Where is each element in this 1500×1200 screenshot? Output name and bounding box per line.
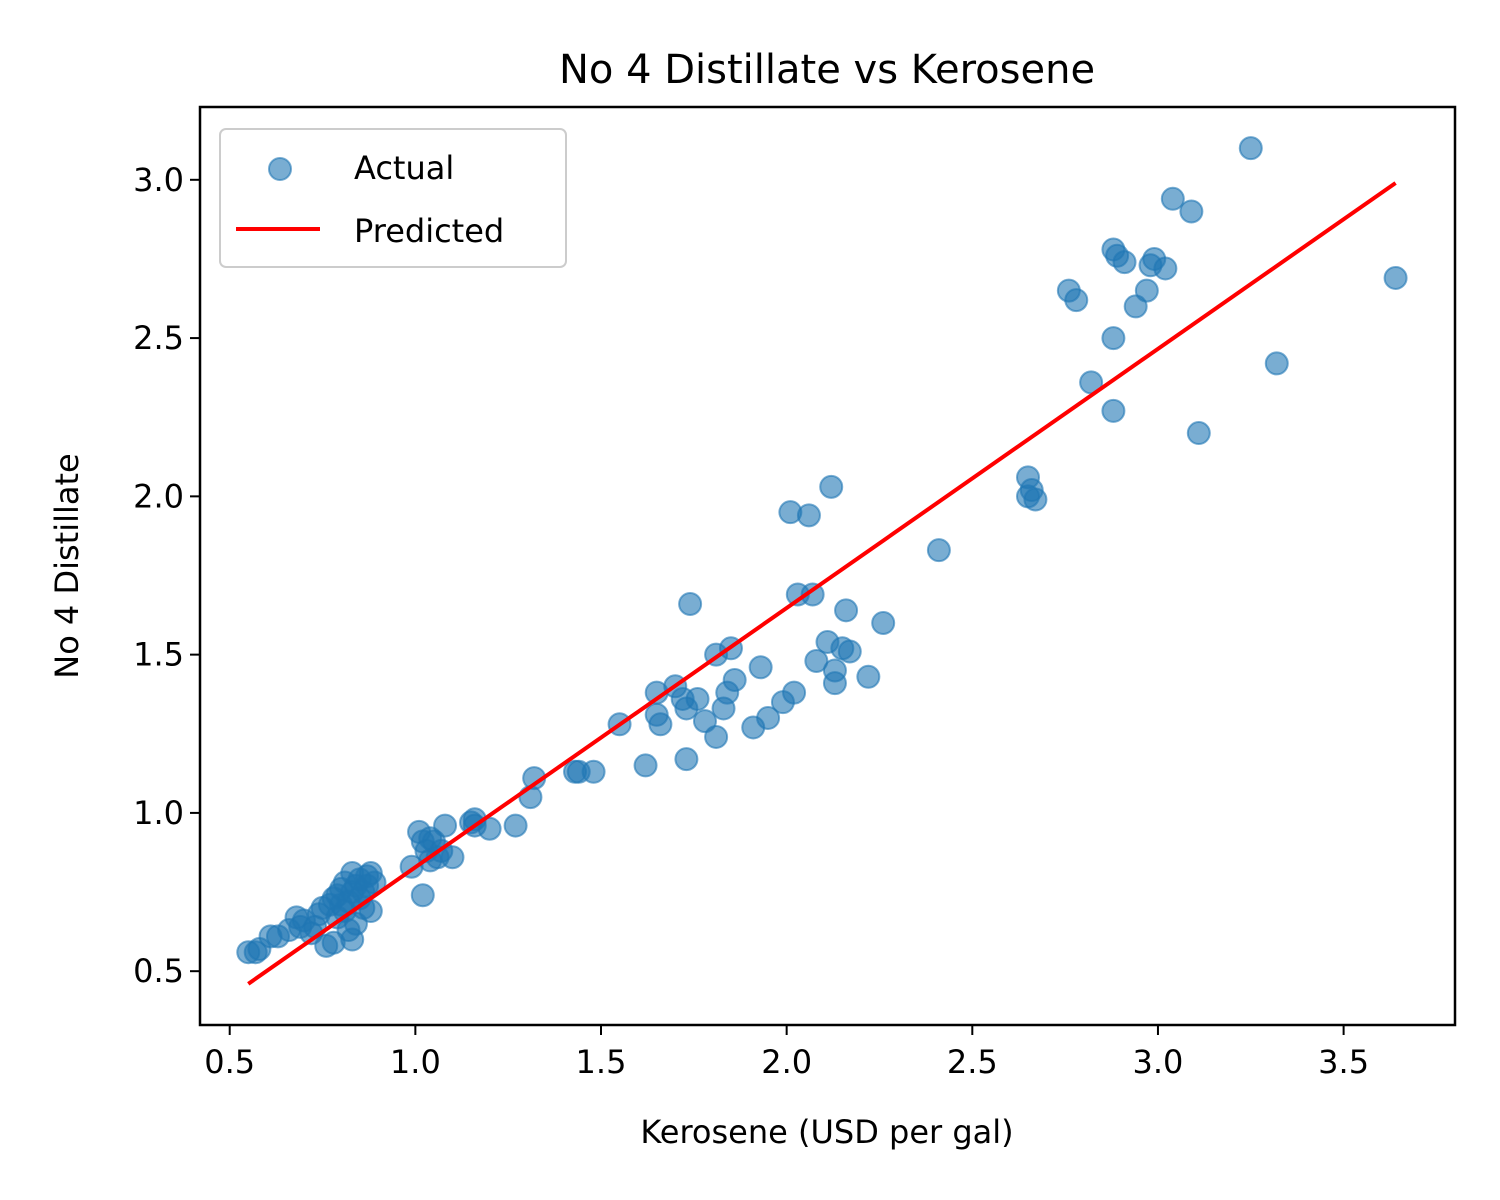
y-tick-label: 1.5 xyxy=(133,636,184,674)
data-point xyxy=(1134,278,1159,303)
data-point xyxy=(685,686,710,711)
y-tick-label: 0.5 xyxy=(133,952,184,990)
x-axis-label: Kerosene (USD per gal) xyxy=(640,1113,1013,1151)
y-tick-label: 2.0 xyxy=(133,477,184,515)
data-point xyxy=(503,813,528,838)
x-tick-label: 2.0 xyxy=(761,1043,812,1081)
data-point xyxy=(440,845,465,870)
predicted-line xyxy=(247,181,1397,986)
x-tick-label: 2.5 xyxy=(947,1043,998,1081)
data-point xyxy=(674,747,699,772)
data-point xyxy=(804,648,829,673)
x-tick-label: 3.0 xyxy=(1133,1043,1184,1081)
data-point xyxy=(1160,186,1185,211)
x-tick-label: 3.5 xyxy=(1318,1043,1369,1081)
axis-ticks: 0.5 1.0 1.5 2.0 2.5 3.0 3.5 0.5 1.0 1.5 2.0 2.5 3.0 xyxy=(133,161,1369,1081)
data-point xyxy=(722,667,747,692)
x-tick-label: 0.5 xyxy=(204,1043,255,1081)
data-point xyxy=(1112,250,1137,275)
data-point xyxy=(837,639,862,664)
data-point xyxy=(1101,398,1126,423)
data-point xyxy=(1023,487,1048,512)
data-point xyxy=(704,724,729,749)
axes-frame xyxy=(198,105,1457,1027)
data-point xyxy=(1264,351,1289,376)
legend-marker-actual xyxy=(268,157,292,181)
data-point xyxy=(1383,265,1408,290)
data-point xyxy=(1186,421,1211,446)
data-point xyxy=(410,883,435,908)
data-point xyxy=(822,658,847,683)
data-point xyxy=(648,712,673,737)
data-point xyxy=(1064,288,1089,313)
data-point xyxy=(796,503,821,528)
data-point xyxy=(819,474,844,499)
data-point xyxy=(1179,199,1204,224)
data-point xyxy=(433,813,458,838)
data-point xyxy=(834,598,859,623)
legend-label-predicted: Predicted xyxy=(354,212,504,250)
y-tick-label: 2.5 xyxy=(133,319,184,357)
data-point xyxy=(782,680,807,705)
y-tick-label: 3.0 xyxy=(133,161,184,199)
data-point xyxy=(678,591,703,616)
data-point xyxy=(633,753,658,778)
x-tick-label: 1.0 xyxy=(390,1043,441,1081)
data-point xyxy=(856,664,881,689)
data-point xyxy=(1238,136,1263,161)
data-point xyxy=(800,582,825,607)
data-point xyxy=(748,655,773,680)
data-point xyxy=(926,538,951,563)
legend-box xyxy=(219,128,567,268)
legend: Actual Predicted xyxy=(219,128,567,268)
y-axis-label: No 4 Distillate xyxy=(48,453,86,678)
plot-area xyxy=(236,136,1408,986)
series-actual xyxy=(236,136,1408,965)
legend-label-actual: Actual xyxy=(354,149,454,187)
chart-title: No 4 Distillate vs Kerosene xyxy=(559,47,1095,93)
data-point xyxy=(756,705,781,730)
data-point xyxy=(1101,326,1126,351)
data-point xyxy=(1153,256,1178,281)
y-tick-label: 1.0 xyxy=(133,794,184,832)
data-point xyxy=(581,759,606,784)
x-tick-label: 1.5 xyxy=(576,1043,627,1081)
data-point xyxy=(871,610,896,635)
